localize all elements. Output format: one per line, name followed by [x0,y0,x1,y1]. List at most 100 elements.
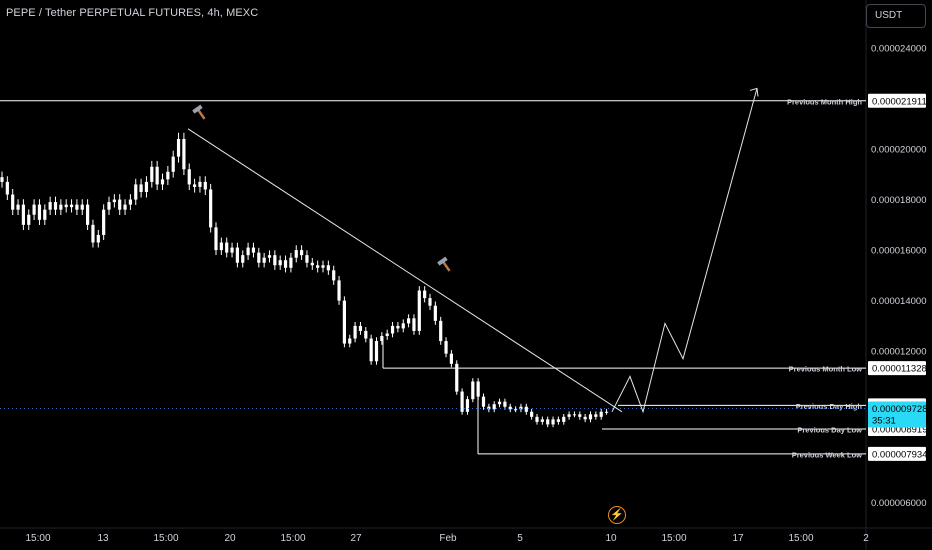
level-label: Previous Day Low [797,425,862,434]
candle-body [230,247,234,253]
candle-body [407,318,411,324]
candle-body [16,204,20,210]
candle-body [417,290,421,331]
candle-body [604,411,609,413]
candle-body [59,204,63,210]
candle-body [423,290,427,299]
x-tick-label: 15:00 [153,533,178,544]
candle-body [588,414,593,420]
candle-body [519,406,523,410]
candle-body [11,194,15,210]
candle-body [144,181,149,192]
candle-body [546,419,550,425]
candle-body [540,419,544,422]
candle-body [43,209,47,220]
candle-body [75,204,79,210]
candle-body [262,257,266,263]
candle-body [91,224,95,243]
candle-body [401,323,405,329]
y-tick-label: 0.000012000 [871,347,926,358]
candle-body [257,252,261,263]
candle-body [246,247,250,256]
candle-body [374,341,379,362]
candle-body [53,202,58,210]
y-tick-label: 0.000006000 [871,498,926,509]
x-tick-label: 10 [605,533,617,544]
candle-body [567,414,571,417]
candle-body [524,406,528,412]
y-tick-label: 0.000024000 [871,44,926,55]
candle-body [551,419,555,425]
y-tick-label: 0.000020000 [871,145,926,156]
candle-body [182,138,186,170]
candle-body [123,204,127,210]
candle-body [209,189,213,228]
candle-body [219,242,223,251]
current-price-label: 0.000009728 [872,404,927,415]
candle-body [139,184,143,192]
chart-title: PEPE / Tether PERPETUAL FUTURES, 4h, MEX… [6,7,259,19]
level-price-label: 0.000021911 [872,96,927,107]
candle-body [166,171,170,180]
candle-body [487,406,491,410]
candle-body [332,270,336,281]
candle-body [193,184,197,187]
level-label: Previous Month High [787,97,862,106]
candle-body [96,234,100,243]
candle-body [578,414,582,417]
candle-body [107,202,111,210]
currency-button[interactable]: USDT [866,4,926,28]
lightning-icon[interactable]: ⚡ [608,506,626,524]
candle-body [444,341,448,354]
candle-body [305,255,309,263]
candle-body [364,330,368,339]
candle-body [530,411,534,417]
candle-body [273,255,277,266]
candle-body [594,414,598,417]
x-tick-label: 17 [732,533,744,544]
x-tick-label: 15:00 [25,533,50,544]
candle-body [128,199,132,205]
candle-body [497,401,502,405]
candle-body [198,181,202,187]
candle-body [310,262,314,266]
candle-body [0,177,4,182]
candle-body [64,204,68,208]
candle-body [5,181,9,195]
candle-body [278,260,282,266]
candle-body [134,184,138,200]
x-tick-label: 15:00 [788,533,813,544]
hammer-icon [192,104,206,120]
trendline [187,128,623,413]
candle-body [289,257,293,268]
y-tick-label: 0.000016000 [871,246,926,257]
candle-body [187,169,191,185]
candle-body [508,406,512,410]
x-tick-label: 20 [224,533,236,544]
bar-countdown: 35:31 [872,416,896,427]
candle-body [27,214,31,225]
x-tick-label: 15:00 [280,533,305,544]
level-label: Previous Day High [796,402,863,411]
candle-body [241,255,245,263]
candle-body [348,338,352,344]
candle-body [390,325,395,334]
level-price-label: 0.000007934 [872,449,927,460]
candle-body [48,202,52,210]
candle-body [358,325,363,331]
candle-body [439,320,443,342]
candle-body [514,409,518,411]
candle-body [583,416,587,420]
candle-body [460,391,464,412]
x-tick-label: Feb [439,533,457,544]
y-tick-label: 0.000014000 [871,296,926,307]
candle-body [369,338,373,362]
candle-body [535,416,539,422]
candle-body [225,242,229,253]
candle-body [214,227,218,251]
candle-body [492,404,496,410]
candle-body [465,399,470,412]
candle-body [316,265,320,268]
candle-body [481,396,486,407]
